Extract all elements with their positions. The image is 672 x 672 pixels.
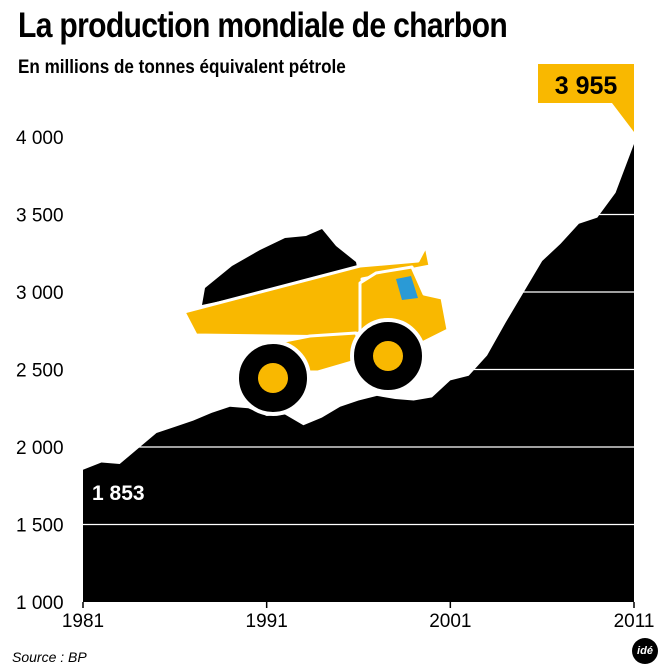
- end-value-callout: [538, 64, 634, 132]
- y-tick-label: 2 000: [16, 438, 64, 459]
- y-tick-label: 4 000: [16, 128, 64, 149]
- start-value-label: 1 853: [92, 482, 145, 505]
- source-note: Source : BP: [12, 649, 87, 665]
- x-tick-label: 1991: [246, 611, 288, 632]
- y-tick-label: 2 500: [16, 361, 64, 382]
- y-tick-label: 3 500: [16, 206, 64, 227]
- chart-title: La production mondiale de charbon: [18, 6, 508, 45]
- publisher-logo: idé: [632, 638, 658, 664]
- front-wheel: [350, 318, 426, 394]
- truck-window: [396, 276, 418, 300]
- x-tick-label: 2001: [429, 611, 471, 632]
- production-area: [83, 144, 634, 602]
- chart-subtitle: En millions de tonnes équivalent pétrole: [18, 57, 346, 78]
- x-tick-label: 1981: [62, 611, 104, 632]
- y-tick-label: 1 500: [16, 516, 64, 537]
- y-tick-label: 3 000: [16, 283, 64, 304]
- coal-pile: [202, 229, 358, 305]
- end-value-label: 3 955: [555, 72, 618, 100]
- y-tick-label: 1 000: [16, 593, 64, 614]
- dump-truck-icon: [182, 229, 450, 416]
- rear-wheel: [235, 340, 311, 416]
- x-tick-label: 2011: [614, 611, 655, 632]
